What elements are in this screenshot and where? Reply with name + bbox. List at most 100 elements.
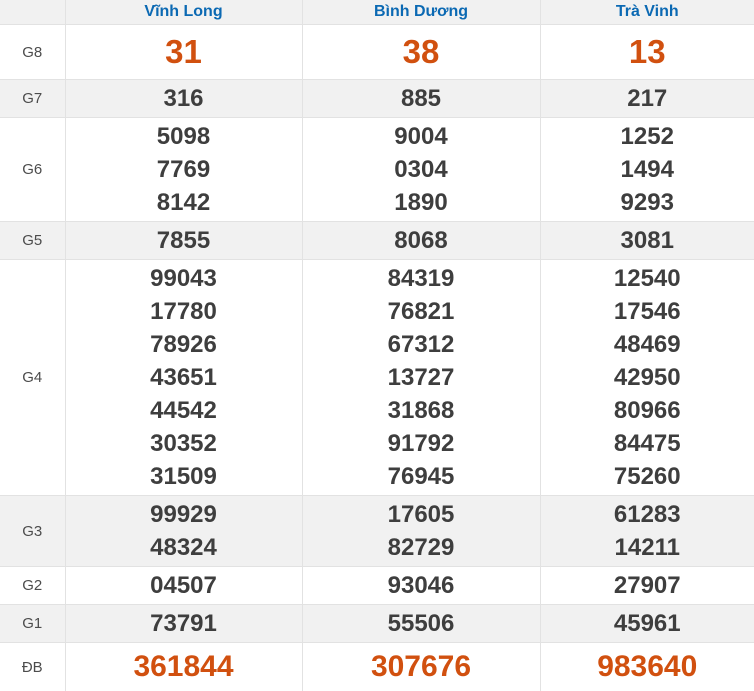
prize-value: 31868 xyxy=(303,394,540,427)
prize-value: 45961 xyxy=(541,607,754,640)
prize-value: 61283 xyxy=(541,498,754,531)
prize-value: 3081 xyxy=(541,224,754,257)
prize-values-cell: 3081 xyxy=(540,222,754,260)
prize-values-cell: 73791 xyxy=(65,605,302,643)
prize-values-cell: 7855 xyxy=(65,222,302,260)
prize-value: 48469 xyxy=(541,328,754,361)
prize-value: 67312 xyxy=(303,328,540,361)
prize-label: G5 xyxy=(0,222,65,260)
prize-value: 885 xyxy=(303,82,540,115)
prize-value: 30352 xyxy=(66,427,302,460)
prize-value: 76821 xyxy=(303,295,540,328)
prize-value: 44542 xyxy=(66,394,302,427)
prize-value: 31 xyxy=(66,27,302,77)
prize-value: 316 xyxy=(66,82,302,115)
prize-value: 17605 xyxy=(303,498,540,531)
prize-values-cell: 307676 xyxy=(302,643,540,691)
prize-value: 04507 xyxy=(66,569,302,602)
prize-values-cell: 93046 xyxy=(302,567,540,605)
prize-value: 1890 xyxy=(303,186,540,219)
prize-values-cell: 04507 xyxy=(65,567,302,605)
prize-value: 13727 xyxy=(303,361,540,394)
prize-values-cell: 31 xyxy=(65,25,302,80)
prize-value: 14211 xyxy=(541,531,754,564)
prize-value: 13 xyxy=(541,27,754,77)
prize-label: ĐB xyxy=(0,643,65,691)
prize-value: 217 xyxy=(541,82,754,115)
prize-values-cell: 361844 xyxy=(65,643,302,691)
prize-value: 9293 xyxy=(541,186,754,219)
prize-values-cell: 45961 xyxy=(540,605,754,643)
prize-value: 84475 xyxy=(541,427,754,460)
prize-value: 0304 xyxy=(303,153,540,186)
prize-value: 73791 xyxy=(66,607,302,640)
prize-value: 31509 xyxy=(66,460,302,493)
prize-value: 42950 xyxy=(541,361,754,394)
prize-value: 99929 xyxy=(66,498,302,531)
prize-value: 9004 xyxy=(303,120,540,153)
prize-value: 17780 xyxy=(66,295,302,328)
prize-value: 55506 xyxy=(303,607,540,640)
prize-values-cell: 885 xyxy=(302,80,540,118)
prize-value: 7855 xyxy=(66,224,302,257)
prize-value: 48324 xyxy=(66,531,302,564)
prize-value: 8142 xyxy=(66,186,302,219)
prize-value: 17546 xyxy=(541,295,754,328)
prize-values-cell: 55506 xyxy=(302,605,540,643)
prize-label: G7 xyxy=(0,80,65,118)
prize-value: 983640 xyxy=(541,645,754,689)
prize-label: G6 xyxy=(0,118,65,222)
prize-values-cell: 27907 xyxy=(540,567,754,605)
prize-value: 84319 xyxy=(303,262,540,295)
prize-values-cell: 38 xyxy=(302,25,540,80)
prize-label: G4 xyxy=(0,260,65,496)
prize-value: 99043 xyxy=(66,262,302,295)
prize-value: 12540 xyxy=(541,262,754,295)
prize-value: 5098 xyxy=(66,120,302,153)
column-header-province[interactable]: Trà Vinh xyxy=(540,0,754,25)
prize-value: 80966 xyxy=(541,394,754,427)
prize-value: 38 xyxy=(303,27,540,77)
prize-value: 82729 xyxy=(303,531,540,564)
corner-cell xyxy=(0,0,65,25)
prize-value: 7769 xyxy=(66,153,302,186)
prize-values-cell: 217 xyxy=(540,80,754,118)
prize-label: G3 xyxy=(0,496,65,567)
prize-value: 75260 xyxy=(541,460,754,493)
prize-value: 43651 xyxy=(66,361,302,394)
prize-value: 78926 xyxy=(66,328,302,361)
prize-value: 1252 xyxy=(541,120,754,153)
prize-value: 93046 xyxy=(303,569,540,602)
prize-label: G2 xyxy=(0,567,65,605)
prize-label: G8 xyxy=(0,25,65,80)
prize-values-cell: 983640 xyxy=(540,643,754,691)
prize-label: G1 xyxy=(0,605,65,643)
column-header-province[interactable]: Vĩnh Long xyxy=(65,0,302,25)
prize-value: 91792 xyxy=(303,427,540,460)
column-header-province[interactable]: Bình Dương xyxy=(302,0,540,25)
prize-values-cell: 8068 xyxy=(302,222,540,260)
prize-value: 27907 xyxy=(541,569,754,602)
prize-values-cell: 13 xyxy=(540,25,754,80)
prize-value: 307676 xyxy=(303,645,540,689)
